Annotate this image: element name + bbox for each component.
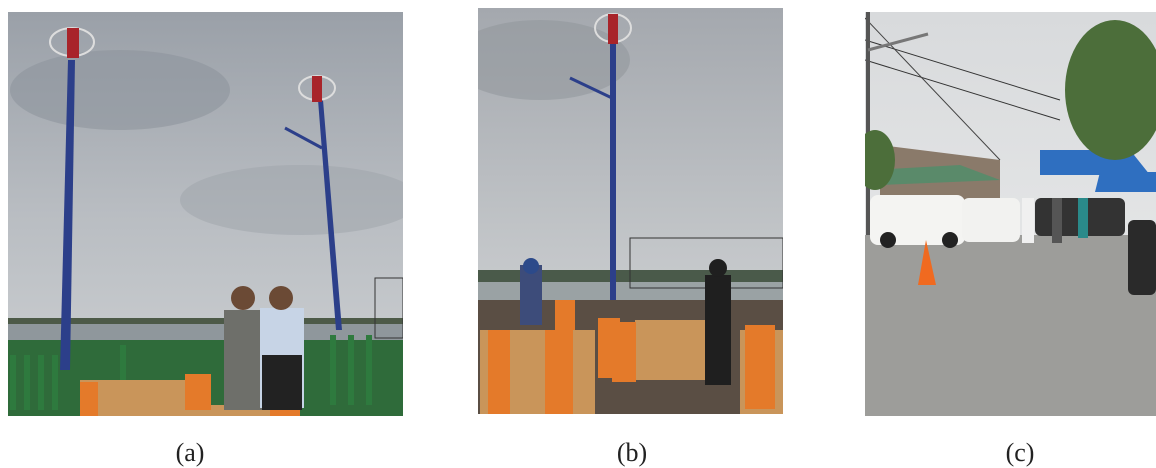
photo-a-shape-shape	[24, 355, 30, 410]
photo-b-shape-shape	[745, 325, 775, 409]
photo-c-shape	[880, 232, 896, 248]
caption: (b)	[617, 438, 647, 467]
photo-a-shape	[231, 286, 255, 310]
photo-c-shape	[866, 12, 870, 242]
photo-c-shape	[1078, 198, 1088, 238]
photo-b-shape	[569, 76, 613, 100]
photo-c-shape	[962, 198, 1020, 242]
photo-a	[8, 12, 403, 416]
photo-c-shape	[1022, 198, 1034, 243]
photo-b-shape	[478, 20, 630, 100]
photo-a-shape	[312, 76, 322, 102]
photo-a-shape	[80, 382, 98, 416]
photo-a-shape-shape	[10, 355, 16, 410]
photo-a-shape	[67, 28, 79, 58]
photo-c-shape	[1128, 220, 1156, 295]
photo-a-shape	[284, 126, 323, 150]
photo-c-shape	[1065, 20, 1156, 160]
photo-c-shape	[867, 32, 929, 52]
photo-b	[478, 8, 783, 414]
photo-a-shape	[60, 60, 75, 370]
photo-a-shape	[180, 165, 403, 235]
photo-c-shape	[865, 17, 1001, 161]
photo-c-shape	[1095, 172, 1156, 192]
photo-b-shape	[709, 259, 727, 277]
photo-a-shape	[8, 318, 403, 324]
photo-b-shape-shape	[488, 330, 510, 414]
photo-c-shape	[942, 232, 958, 248]
photo-a-shape-shape	[348, 335, 354, 405]
caption: (a)	[176, 438, 205, 467]
photo-c-shape	[865, 59, 1061, 121]
photo-a-shape-shape	[366, 335, 372, 405]
photo-a-shape	[10, 50, 230, 130]
photo-b-shape	[520, 265, 542, 325]
photo-a-shape	[374, 277, 403, 339]
photo-b-shape-shape	[545, 330, 573, 414]
photo-b-shape-shape	[555, 300, 575, 330]
photo-b-shape-shape	[612, 322, 636, 382]
photo-b-shape	[523, 258, 539, 274]
photo-a-shape-shape	[52, 355, 58, 410]
photo-a-shape	[318, 100, 342, 330]
photo-a-shape	[262, 355, 302, 410]
photo-a-shape	[224, 310, 262, 410]
photo-c-shape	[870, 195, 965, 245]
photo-c-shape	[865, 130, 895, 190]
photo-c-shape	[1052, 198, 1062, 243]
photo-c-shape	[870, 165, 1000, 185]
photo-c	[865, 12, 1156, 416]
photo-a-shape-shape	[120, 345, 126, 400]
photo-a-shape	[185, 374, 211, 410]
photo-a-shape	[269, 286, 293, 310]
photo-c-shape	[918, 240, 936, 285]
photo-b-shape	[488, 300, 775, 414]
photo-a-shape-shape	[38, 355, 44, 410]
photo-a-shape	[10, 335, 372, 410]
photo-c-shape	[865, 235, 1156, 416]
photo-a-shape-shape	[330, 335, 336, 405]
photo-a-shape	[160, 405, 270, 416]
photo-b-shape	[610, 40, 616, 300]
photo-c-shape	[865, 39, 1061, 101]
caption: (c)	[1006, 438, 1035, 467]
photo-b-shape	[705, 275, 731, 385]
photo-b-shape	[635, 320, 710, 380]
photo-b-shape	[608, 14, 618, 44]
